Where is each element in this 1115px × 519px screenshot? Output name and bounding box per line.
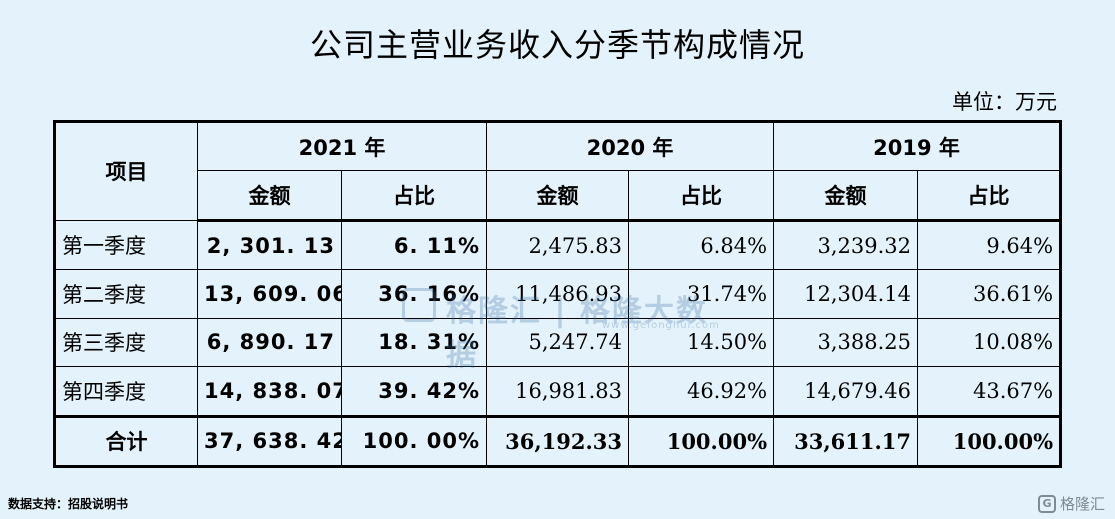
brand-logo-icon: G (1037, 494, 1056, 513)
amount-cell: 12,304.14 (773, 269, 919, 319)
amount-cell: 3,388.25 (773, 317, 919, 368)
amount-header: 金额 (197, 170, 342, 222)
share-cell: 9.64% (917, 219, 1062, 271)
sub-header-row: 金额 占比 金额 占比 金额 占比 (55, 170, 1062, 222)
year-header-row: 项目 2021 年 2020 年 2019 年 (54, 120, 1062, 221)
share-cell: 10.08% (917, 317, 1062, 368)
share-cell: 6. 11% (340, 219, 488, 271)
share-cell: 100.00% (917, 414, 1062, 467)
amount-cell: 13, 609. 06 (197, 269, 342, 319)
amount-cell: 14,679.46 (773, 366, 919, 417)
share-header: 占比 (917, 170, 1062, 222)
unit-label: 单位：万元 (952, 90, 1057, 114)
share-cell: 46.92% (628, 366, 775, 417)
share-cell: 31.74% (628, 269, 775, 319)
amount-cell: 36,192.33 (486, 414, 630, 467)
row-label: 第二季度 (54, 269, 198, 319)
share-header: 占比 (628, 170, 775, 222)
year-header-2019: 2019 年 (773, 120, 1062, 172)
amount-cell: 14, 838. 07 (197, 366, 342, 417)
share-cell: 43.67% (917, 366, 1062, 417)
table-row: 第三季度 6, 890. 17 18. 31% 5,247.74 14.50% … (54, 317, 1062, 368)
share-cell: 14.50% (628, 317, 775, 368)
amount-cell: 33,611.17 (773, 414, 919, 467)
brand-mark: G 格隆汇 (1037, 493, 1105, 514)
share-cell: 100. 00% (340, 414, 488, 467)
share-cell: 18. 31% (340, 317, 488, 368)
amount-cell: 3,239.32 (773, 219, 919, 271)
amount-cell: 6, 890. 17 (197, 317, 342, 368)
share-cell: 36. 16% (340, 269, 488, 319)
row-label: 第三季度 (54, 317, 198, 368)
share-cell: 100.00% (628, 414, 775, 467)
table-row: 第四季度 14, 838. 07 39. 42% 16,981.83 46.92… (54, 366, 1062, 417)
source-note: 数据支持：招股说明书 (8, 497, 129, 511)
amount-header: 金额 (486, 170, 630, 222)
total-row: 合计 37, 638. 42 100. 00% 36,192.33 100.00… (54, 414, 1062, 467)
share-cell: 39. 42% (340, 366, 488, 417)
amount-cell: 2, 301. 13 (197, 219, 342, 271)
item-header: 项目 (54, 121, 198, 221)
row-label: 第四季度 (54, 366, 198, 417)
revenue-table: 项目 2021 年 2020 年 2019 年 金额 占比 金额 占比 金额 占… (53, 120, 1063, 468)
year-header-2021: 2021 年 (196, 120, 488, 172)
share-cell: 6.84% (628, 219, 775, 271)
share-cell: 36.61% (917, 269, 1062, 319)
row-label: 第一季度 (54, 219, 198, 271)
amount-cell: 11,486.93 (486, 269, 630, 319)
amount-cell: 16,981.83 (486, 366, 630, 417)
total-label: 合计 (54, 414, 198, 467)
amount-header: 金额 (773, 170, 919, 222)
table-row: 第一季度 2, 301. 13 6. 11% 2,475.83 6.84% 3,… (54, 219, 1062, 271)
share-header: 占比 (340, 170, 488, 222)
amount-cell: 2,475.83 (486, 219, 630, 271)
amount-cell: 37, 638. 42 (197, 414, 342, 467)
brand-text: 格隆汇 (1059, 495, 1105, 513)
table-row: 第二季度 13, 609. 06 36. 16% 11,486.93 31.74… (54, 269, 1062, 319)
amount-cell: 5,247.74 (486, 317, 630, 368)
year-header-2020: 2020 年 (486, 120, 775, 172)
page-title: 公司主营业务收入分季节构成情况 (309, 26, 805, 64)
